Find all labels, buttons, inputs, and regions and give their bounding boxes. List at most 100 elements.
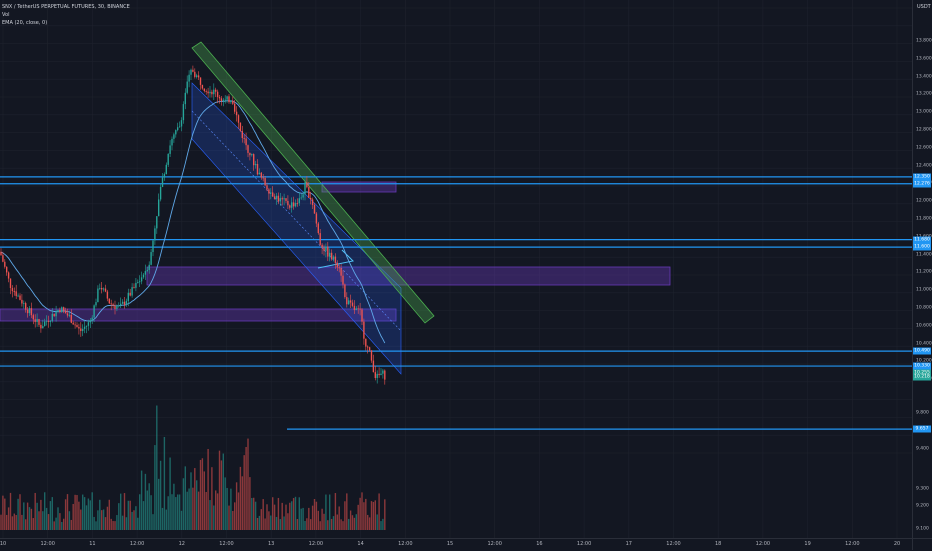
candle-body <box>325 246 327 251</box>
candle-body <box>220 98 223 101</box>
candle-body <box>374 372 376 378</box>
volume-bar <box>85 505 88 530</box>
candle-body <box>21 299 23 304</box>
candle-body <box>224 99 226 101</box>
volume-bar <box>26 502 29 530</box>
candle-body <box>277 195 280 202</box>
time-tick-label: 20 <box>893 541 901 547</box>
volume-bar <box>376 514 378 530</box>
candle-body <box>97 288 99 303</box>
candle-body <box>173 134 175 139</box>
supply-zone-upper <box>321 181 397 193</box>
candle-body <box>346 297 348 305</box>
candle-body <box>273 196 276 199</box>
candle-body <box>99 287 101 289</box>
volume-bar <box>247 438 249 530</box>
volume-bar <box>32 518 34 530</box>
volume-bar <box>222 453 224 530</box>
volume-bar <box>101 510 103 530</box>
candle-body <box>376 373 378 378</box>
volume-bar <box>123 493 126 530</box>
candle-body <box>114 305 116 309</box>
volume-bar <box>215 490 217 530</box>
volume-bar <box>378 493 380 530</box>
candle-body <box>63 307 65 311</box>
volume-bar <box>89 500 91 530</box>
candle-body <box>93 305 95 318</box>
candle-body <box>201 84 204 89</box>
candle-body <box>342 275 344 285</box>
volume-bar <box>188 488 190 530</box>
candle-body <box>357 308 359 310</box>
volume-bar <box>270 515 272 530</box>
candle-body <box>101 287 103 290</box>
candle-body <box>137 282 139 283</box>
candle-body <box>118 305 120 307</box>
candle-body <box>332 256 335 260</box>
volume-bar <box>49 501 52 530</box>
candle-body <box>205 91 207 92</box>
axis-unit[interactable]: USDT <box>917 4 931 10</box>
volume-bar <box>224 477 226 530</box>
candle-body <box>17 295 19 297</box>
volume-bar <box>106 506 109 530</box>
candle-body <box>361 309 363 322</box>
volume-bar <box>82 494 84 530</box>
time-tick-label: 10 <box>0 541 7 547</box>
volume-bar <box>256 517 259 530</box>
time-axis[interactable] <box>0 538 932 551</box>
candle-body <box>70 314 72 323</box>
candle-body <box>169 145 171 154</box>
candle-body <box>144 271 147 275</box>
volume-bar <box>186 491 188 530</box>
candle-body <box>262 177 264 179</box>
candle-body <box>127 292 129 301</box>
candle-body <box>34 319 36 322</box>
volume-bar <box>384 499 386 530</box>
price-tick-label: 13.400 <box>916 74 932 80</box>
candle-body <box>304 182 306 195</box>
volume-tick-label: 9.800 <box>916 410 929 416</box>
candle-body <box>186 81 188 93</box>
volume-bar <box>220 460 223 530</box>
volume-bar <box>315 501 318 530</box>
candle-body <box>355 308 357 311</box>
volume-bar <box>7 507 10 530</box>
volume-bar <box>353 517 356 530</box>
candle-body <box>264 177 266 186</box>
time-tick-label: 18 <box>715 541 722 547</box>
volume-bar <box>285 504 287 530</box>
volume-indicator-label[interactable]: Vol <box>2 12 10 18</box>
volume-bars <box>0 405 386 530</box>
volume-bar <box>177 494 179 530</box>
candle-body <box>281 198 283 200</box>
candle-body <box>247 145 249 153</box>
symbol-title[interactable]: SNX / TetherUS PERPETUAL FUTURES, 30, BI… <box>2 4 130 10</box>
volume-bar <box>144 473 147 530</box>
volume-bar <box>287 513 289 530</box>
candle-body <box>178 126 181 128</box>
volume-bar <box>298 497 300 530</box>
candle-body <box>368 347 371 351</box>
candle-body <box>159 186 162 200</box>
candle-body <box>26 309 29 314</box>
candle-body <box>152 240 154 253</box>
candle-body <box>308 187 310 198</box>
volume-bar <box>21 514 23 530</box>
price-tick-label: 13.800 <box>916 38 932 44</box>
volume-bar <box>83 497 86 530</box>
volume-bar <box>201 458 204 530</box>
price-tick-label: 12.000 <box>916 198 932 204</box>
ema-indicator-label[interactable]: EMA (20, close, 0) <box>2 20 48 26</box>
price-axis[interactable] <box>912 0 932 550</box>
volume-bar <box>87 498 90 530</box>
candle-body <box>372 360 375 373</box>
candle-body <box>171 138 173 146</box>
volume-bar <box>302 507 304 530</box>
volume-bar <box>6 514 8 530</box>
volume-bar <box>292 498 295 530</box>
volume-bar <box>351 515 354 530</box>
candle-body <box>121 301 124 304</box>
volume-bar <box>190 472 192 530</box>
